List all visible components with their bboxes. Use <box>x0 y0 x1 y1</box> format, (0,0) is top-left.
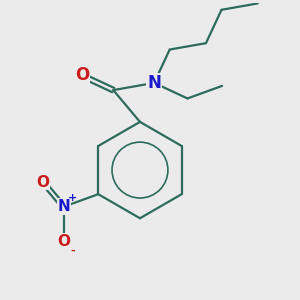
Text: O: O <box>75 66 89 84</box>
Text: O: O <box>57 234 70 249</box>
Text: O: O <box>37 175 50 190</box>
Text: -: - <box>70 245 75 255</box>
Text: N: N <box>57 199 70 214</box>
Text: +: + <box>68 193 77 203</box>
Text: N: N <box>147 74 161 92</box>
